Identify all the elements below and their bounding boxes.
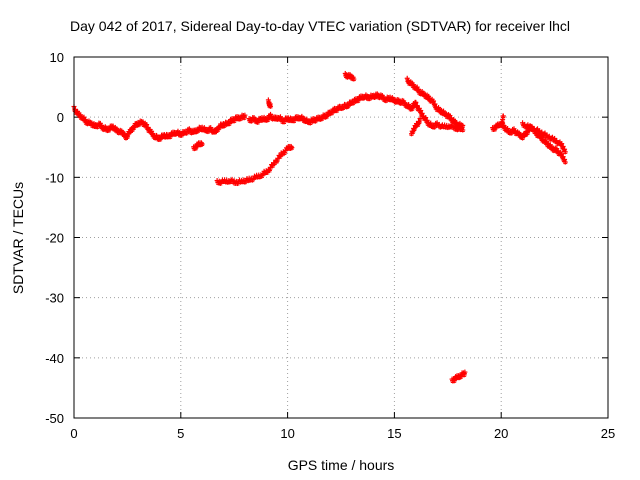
chart-title: Day 042 of 2017, Sidereal Day-to-day VTE…	[69, 18, 571, 34]
data-point	[281, 150, 287, 156]
data-point	[525, 130, 531, 136]
data-point	[562, 146, 568, 152]
x-tick-label: 5	[177, 426, 184, 441]
data-series-arc-7	[214, 143, 295, 187]
data-series-arc-9	[413, 99, 466, 133]
x-axis-label: GPS time / hours	[287, 457, 395, 473]
data-point	[562, 156, 568, 162]
data-point	[199, 141, 205, 147]
data-point	[409, 128, 415, 134]
plot-frame	[73, 56, 609, 419]
x-tick-label: 25	[601, 426, 615, 441]
data-series-arc-11	[449, 369, 468, 384]
x-tick-label: 15	[387, 426, 401, 441]
grid-lines	[74, 57, 608, 418]
data-point	[520, 135, 526, 141]
y-tick-label: 0	[57, 110, 64, 125]
x-tick-label: 10	[280, 426, 294, 441]
data-series-arc-2	[122, 112, 248, 143]
data-point	[562, 149, 568, 155]
data-point	[242, 112, 248, 118]
data-series-arc-10	[408, 116, 423, 137]
data-series-arc-13	[520, 120, 568, 155]
data-point	[408, 131, 414, 137]
y-tick-label: -20	[45, 231, 64, 246]
y-tick-label: -10	[45, 170, 64, 185]
y-tick-label: -30	[45, 291, 64, 306]
y-tick-label: 10	[50, 50, 64, 65]
data-series-arc-3	[191, 140, 205, 152]
data-point	[241, 115, 247, 121]
data-series-arc-6	[342, 70, 357, 82]
data-point	[409, 106, 415, 112]
y-tick-label: -50	[45, 411, 64, 426]
data-point	[500, 113, 506, 119]
data-point	[351, 76, 357, 82]
data-point	[124, 134, 130, 140]
data-series-arc-1	[71, 104, 128, 139]
axis-ticks: 0 5 10 15 20 25 10 0 -10 -20 -30 -40 -50	[45, 50, 615, 441]
data-point	[562, 159, 568, 165]
y-tick-label: -40	[45, 351, 64, 366]
data-series-arc-14	[498, 113, 506, 128]
x-tick-label: 20	[494, 426, 508, 441]
x-tick-label: 0	[70, 426, 77, 441]
data-points	[71, 70, 568, 384]
data-point	[462, 369, 468, 375]
data-point	[289, 145, 295, 151]
data-series-arc-4	[246, 91, 419, 126]
data-series-arc-5	[265, 97, 274, 109]
data-point	[268, 103, 274, 109]
data-point	[460, 127, 466, 133]
data-series-arc-8	[404, 75, 466, 130]
